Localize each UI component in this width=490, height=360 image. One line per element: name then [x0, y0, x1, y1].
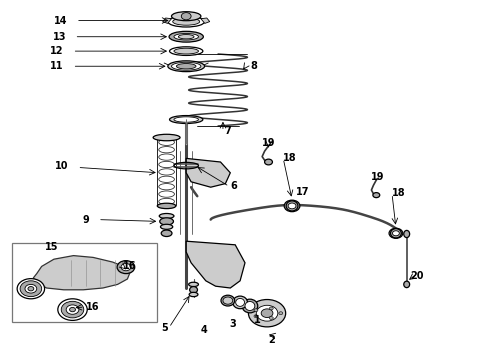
Text: 20: 20: [411, 271, 424, 282]
Text: 3: 3: [230, 319, 237, 329]
Ellipse shape: [176, 64, 196, 69]
Text: 18: 18: [392, 188, 406, 198]
Polygon shape: [186, 241, 245, 288]
Circle shape: [25, 284, 37, 293]
Text: 14: 14: [54, 15, 68, 26]
Text: 19: 19: [262, 138, 275, 148]
Ellipse shape: [172, 12, 201, 21]
Ellipse shape: [157, 203, 176, 209]
Circle shape: [392, 231, 399, 236]
Text: 8: 8: [250, 60, 257, 71]
Text: 10: 10: [55, 161, 69, 171]
Text: 2: 2: [269, 335, 275, 345]
Ellipse shape: [172, 62, 201, 70]
Ellipse shape: [233, 296, 247, 309]
Circle shape: [254, 309, 258, 312]
Circle shape: [284, 200, 300, 212]
Text: 7: 7: [224, 126, 231, 136]
Text: 5: 5: [161, 323, 168, 333]
Text: 17: 17: [296, 186, 310, 197]
Ellipse shape: [170, 116, 203, 123]
Ellipse shape: [161, 224, 172, 229]
Circle shape: [279, 312, 283, 315]
Text: 9: 9: [82, 215, 89, 225]
Text: 12: 12: [50, 46, 64, 56]
Circle shape: [270, 307, 273, 310]
Text: 6: 6: [230, 181, 237, 192]
Ellipse shape: [174, 33, 198, 40]
Text: 19: 19: [370, 172, 384, 182]
Polygon shape: [163, 18, 172, 23]
Circle shape: [261, 309, 273, 318]
Circle shape: [270, 316, 273, 319]
Text: 11: 11: [50, 61, 64, 71]
Circle shape: [389, 228, 403, 238]
Text: 1: 1: [254, 315, 261, 325]
Ellipse shape: [153, 134, 180, 141]
Ellipse shape: [172, 18, 200, 25]
Ellipse shape: [178, 35, 194, 39]
Text: 16: 16: [86, 302, 99, 312]
Circle shape: [17, 279, 45, 299]
Ellipse shape: [168, 16, 205, 27]
Ellipse shape: [161, 230, 172, 237]
Circle shape: [248, 300, 286, 327]
Ellipse shape: [160, 218, 173, 225]
Circle shape: [66, 305, 79, 314]
Ellipse shape: [170, 47, 203, 55]
Ellipse shape: [189, 282, 198, 287]
Text: 18: 18: [283, 153, 297, 163]
Ellipse shape: [221, 295, 235, 306]
Polygon shape: [186, 158, 230, 187]
Text: 16: 16: [122, 261, 136, 271]
Ellipse shape: [174, 117, 198, 122]
Ellipse shape: [245, 301, 255, 310]
Ellipse shape: [242, 299, 258, 313]
Text: 13: 13: [52, 32, 66, 42]
Circle shape: [265, 159, 272, 165]
Circle shape: [121, 264, 131, 271]
Circle shape: [223, 297, 233, 304]
Circle shape: [256, 305, 278, 321]
Polygon shape: [201, 18, 210, 23]
Circle shape: [58, 299, 87, 320]
Bar: [12, 243, 157, 322]
Polygon shape: [33, 256, 130, 290]
Circle shape: [288, 203, 296, 209]
Circle shape: [20, 281, 42, 297]
Text: 15: 15: [45, 242, 59, 252]
Circle shape: [70, 307, 75, 312]
Circle shape: [117, 261, 135, 274]
Ellipse shape: [168, 61, 205, 72]
Text: 4: 4: [200, 325, 207, 336]
Circle shape: [61, 301, 84, 318]
Ellipse shape: [190, 287, 197, 293]
Circle shape: [28, 287, 34, 291]
Ellipse shape: [404, 281, 410, 288]
Ellipse shape: [404, 230, 410, 238]
Ellipse shape: [169, 31, 203, 42]
Circle shape: [254, 315, 258, 318]
Circle shape: [181, 13, 191, 20]
Ellipse shape: [174, 48, 198, 54]
Ellipse shape: [189, 292, 198, 297]
Circle shape: [373, 193, 380, 198]
Ellipse shape: [159, 213, 174, 219]
Ellipse shape: [236, 298, 245, 306]
